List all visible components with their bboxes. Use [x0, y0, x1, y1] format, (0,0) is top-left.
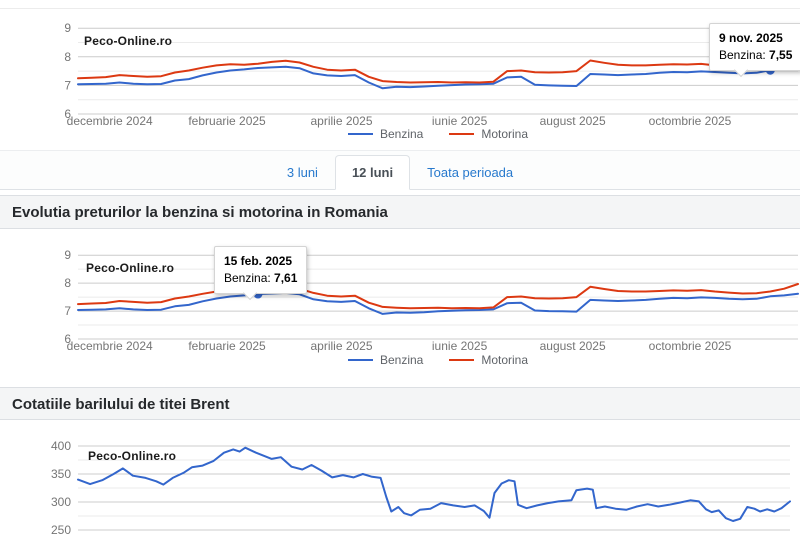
fuel-chart-main: 6 7 8 9 decembrie 2024 februarie 2025 aprilie …: [0, 240, 800, 375]
fuel-price-chart-svg-main[interactable]: 6 7 8 9 decembrie 2024 februarie 2025 aprilie …: [0, 240, 800, 375]
brand-label: Peco-Online.ro: [86, 261, 175, 275]
brent-heading: Cotatiile barilului de titei Brent: [12, 396, 230, 413]
svg-text:august 2025: august 2025: [540, 339, 606, 353]
period-tabs: 3 luni 12 luni Toata perioada: [0, 150, 800, 190]
chart-legend: Benzina Motorina: [38, 127, 800, 141]
svg-text:decembrie 2024: decembrie 2024: [67, 339, 153, 353]
tooltip-15-feb: 15 feb. 2025 Benzina: 7,61: [214, 246, 308, 301]
svg-text:9: 9: [64, 248, 71, 262]
svg-text:august 2025: august 2025: [540, 114, 606, 128]
legend-label-benzina: Benzina: [379, 127, 424, 141]
legend-label-motorina: Motorina: [481, 127, 529, 141]
tooltip-9-nov: 9 nov. 2025 Benzina: 7,55: [709, 23, 800, 78]
svg-text:februarie 2025: februarie 2025: [188, 114, 266, 128]
svg-text:aprilie 2025: aprilie 2025: [310, 339, 372, 353]
legend-item-benzina: Benzina: [347, 353, 424, 367]
legend-item-benzina: Benzina: [347, 127, 424, 141]
svg-text:februarie 2025: februarie 2025: [188, 339, 266, 353]
svg-text:octombrie 2025: octombrie 2025: [649, 339, 732, 353]
tooltip-value-row: Benzina: 7,61: [224, 271, 298, 285]
benzina-line-key-icon: [347, 133, 373, 135]
svg-text:octombrie 2025: octombrie 2025: [649, 114, 732, 128]
tab-3-luni[interactable]: 3 luni: [286, 165, 318, 180]
brent-chart: 250 300 350 400 Peco-Online.ro: [0, 432, 800, 534]
legend-item-motorina: Motorina: [449, 127, 528, 141]
chart-legend: Benzina Motorina: [38, 353, 800, 367]
svg-text:decembrie 2024: decembrie 2024: [67, 114, 153, 128]
tab-toata-perioada[interactable]: Toata perioada: [427, 165, 514, 180]
legend-label-motorina: Motorina: [481, 353, 529, 367]
svg-text:250: 250: [51, 523, 71, 534]
svg-text:aprilie 2025: aprilie 2025: [310, 114, 372, 128]
svg-text:6: 6: [64, 332, 71, 346]
brand-label: Peco-Online.ro: [84, 34, 173, 48]
svg-text:7: 7: [64, 78, 71, 92]
svg-text:300: 300: [51, 495, 71, 509]
benzina-line-key-icon: [347, 359, 373, 361]
section-header-evolution: Evolutia preturilor la benzina si motori…: [0, 195, 800, 229]
tooltip-value: 7,61: [274, 271, 298, 285]
svg-text:7: 7: [64, 304, 71, 318]
svg-text:8: 8: [64, 50, 71, 64]
evolution-heading: Evolutia preturilor la benzina si motori…: [12, 204, 388, 221]
svg-text:iunie 2025: iunie 2025: [432, 339, 488, 353]
tooltip-date: 9 nov. 2025: [719, 31, 783, 45]
top-divider: [0, 8, 800, 9]
svg-text:6: 6: [64, 107, 71, 121]
legend-item-motorina: Motorina: [449, 353, 528, 367]
svg-text:350: 350: [51, 467, 71, 481]
fuel-price-chart-svg-top[interactable]: 6 7 8 9 decembrie 2024 februarie 2025 aprilie …: [0, 0, 800, 150]
svg-text:iunie 2025: iunie 2025: [432, 114, 488, 128]
svg-text:8: 8: [64, 276, 71, 290]
tooltip-value-row: Benzina: 7,55: [719, 48, 793, 62]
svg-text:9: 9: [64, 21, 71, 35]
fuel-chart-top: 6 7 8 9 decembrie 2024 februarie 2025 aprilie …: [0, 0, 800, 150]
tooltip-date: 15 feb. 2025: [224, 254, 293, 268]
section-header-brent: Cotatiile barilului de titei Brent: [0, 387, 800, 420]
svg-text:400: 400: [51, 439, 71, 453]
tooltip-value: 7,55: [769, 48, 793, 62]
motorina-line-key-icon: [449, 133, 475, 135]
tab-12-luni[interactable]: 12 luni: [334, 155, 411, 190]
legend-label-benzina: Benzina: [379, 353, 424, 367]
brent-chart-svg[interactable]: 250 300 350 400: [0, 432, 800, 534]
motorina-line-key-icon: [449, 359, 475, 361]
brand-label: Peco-Online.ro: [88, 449, 177, 463]
